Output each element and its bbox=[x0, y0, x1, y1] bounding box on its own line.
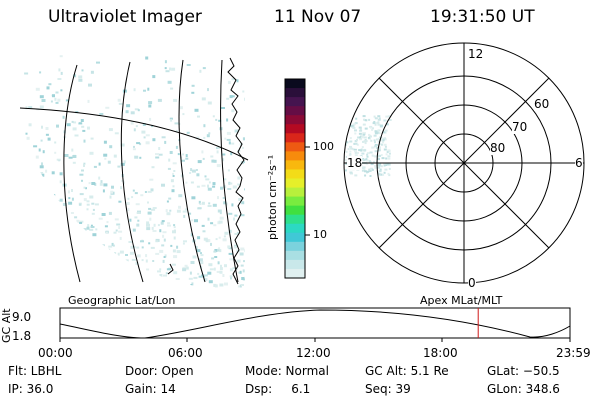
info-glon: GLon: 348.6 bbox=[487, 382, 560, 396]
colorbar-band bbox=[285, 232, 305, 243]
colorbar-band bbox=[285, 268, 305, 279]
xtick-0000: 00:00 bbox=[38, 346, 73, 360]
xtick-1800: 18:00 bbox=[423, 346, 458, 360]
geographic-grid-lines bbox=[19, 59, 249, 283]
apex-label: Apex MLat/MLT bbox=[420, 294, 503, 307]
colorbar-band bbox=[285, 115, 305, 125]
colorbar-band bbox=[285, 223, 305, 234]
colorbar-band bbox=[285, 142, 305, 152]
colorbar-band bbox=[285, 250, 305, 261]
colorbar-band bbox=[285, 178, 305, 189]
xtick-0600: 06:00 bbox=[168, 346, 203, 360]
colorbar-tick-100: 100 bbox=[313, 140, 334, 153]
coastline bbox=[227, 57, 245, 285]
colorbar-band bbox=[285, 205, 305, 216]
time-label: 19:31:50 UT bbox=[430, 7, 535, 27]
info-gc-alt: GC Alt: 5.1 Re bbox=[365, 364, 449, 378]
altitude-curve bbox=[59, 309, 571, 339]
date-label: 11 Nov 07 bbox=[274, 7, 362, 27]
colorbar-band bbox=[285, 259, 305, 270]
altitude-ytick-bottom: 1.8 bbox=[12, 329, 32, 343]
mlt-label-6: 6 bbox=[575, 156, 583, 170]
colorbar-band bbox=[285, 196, 305, 207]
info-dsp: Dsp: 6.1 bbox=[245, 382, 311, 396]
lat-label-70: 70 bbox=[512, 120, 528, 134]
polar-grid bbox=[343, 42, 585, 284]
colorbar-band bbox=[285, 97, 305, 107]
colorbar-band bbox=[285, 241, 305, 252]
colorbar-band bbox=[285, 151, 305, 162]
mlt-label-18: 18 bbox=[347, 156, 363, 170]
colorbar-tick-10: 10 bbox=[313, 228, 327, 241]
info-mode: Mode: Normal bbox=[245, 364, 329, 378]
instrument-title: Ultraviolet Imager bbox=[48, 7, 202, 27]
lat-label-60: 60 bbox=[534, 97, 550, 111]
xtick-2359: 23:59 bbox=[556, 346, 591, 360]
info-ip: IP: 36.0 bbox=[8, 382, 54, 396]
colorbar-band bbox=[285, 133, 305, 143]
colorbar-band bbox=[285, 160, 305, 171]
info-seq: Seq: 39 bbox=[365, 382, 411, 396]
lat-label-80: 80 bbox=[490, 141, 506, 155]
xtick-1200: 12:00 bbox=[296, 346, 331, 360]
colorbar-band bbox=[285, 79, 305, 89]
colorbar-band bbox=[285, 214, 305, 225]
colorbar-band bbox=[285, 106, 305, 116]
info-flt: Flt: LBHL bbox=[8, 364, 62, 378]
mlt-label-0: 0 bbox=[468, 276, 476, 290]
altitude-ytick-top: 9.0 bbox=[12, 310, 32, 324]
colorbar-band bbox=[285, 88, 305, 98]
geographic-label: Geographic Lat/Lon bbox=[68, 294, 176, 307]
colorbar-band bbox=[285, 187, 305, 198]
colorbar-band bbox=[285, 124, 305, 134]
info-glat: GLat: −50.5 bbox=[487, 364, 560, 378]
info-door: Door: Open bbox=[125, 364, 194, 378]
colorbar-band bbox=[285, 169, 305, 180]
mlt-label-12: 12 bbox=[468, 47, 484, 61]
info-gain: Gain: 14 bbox=[125, 382, 176, 396]
